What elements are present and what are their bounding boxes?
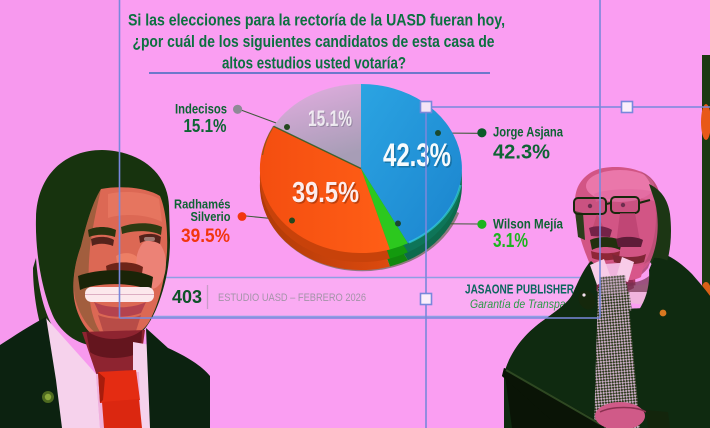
svg-text:Jorge Asjana: Jorge Asjana <box>493 125 563 140</box>
svg-text:39.5%: 39.5% <box>294 179 361 211</box>
svg-text:Indecisos: Indecisos <box>175 102 227 117</box>
svg-text:altos estudios usted votaría?: altos estudios usted votaría? <box>222 55 406 73</box>
svg-text:15.1%: 15.1% <box>309 107 353 132</box>
svg-text:42.3%: 42.3% <box>493 141 550 164</box>
svg-text:39.5%: 39.5% <box>181 226 230 247</box>
svg-text:39.5%: 39.5% <box>292 177 359 209</box>
svg-text:ESTUDIO UASD – FEBRERO 2026: ESTUDIO UASD – FEBRERO 2026 <box>218 292 366 304</box>
svg-text:15.1%: 15.1% <box>184 116 227 136</box>
svg-text:42.3%: 42.3% <box>383 137 451 173</box>
svg-text:3.1%: 3.1% <box>493 229 528 252</box>
svg-text:JASAONE PUBLISHER: JASAONE PUBLISHER <box>465 282 574 297</box>
svg-text:Si las elecciones para la rect: Si las elecciones para la rectoría de la… <box>128 12 505 30</box>
svg-text:Silverio: Silverio <box>191 209 231 224</box>
svg-text:15.1%: 15.1% <box>308 106 352 131</box>
svg-text:Radhamés: Radhamés <box>174 196 231 211</box>
svg-text:42.3%: 42.3% <box>385 139 453 175</box>
svg-text:Wilson Mejía: Wilson Mejía <box>493 217 563 232</box>
svg-text:403: 403 <box>172 287 202 307</box>
svg-text:¿por cuál de los siguientes ca: ¿por cuál de los siguientes candidatos d… <box>133 33 495 51</box>
